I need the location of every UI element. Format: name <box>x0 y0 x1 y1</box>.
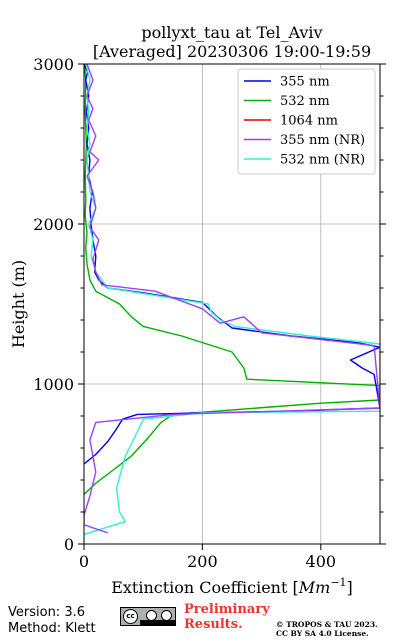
legend-label: 532 nm (NR) <box>280 153 365 168</box>
legend: 355 nm 532 nm 1064 nm 355 nm (NR) 532 nm (NR… <box>237 68 376 175</box>
method-text: Method: Klett <box>8 621 96 636</box>
y-axis: 0 1000 2000 3000 <box>33 55 386 554</box>
chart: 0 1000 2000 3000 0 200 400 pollyxt_tau at Tel… <box>9 23 386 597</box>
legend-label: 355 nm <box>280 75 330 90</box>
x-axis: 0 200 400 <box>79 544 336 571</box>
legend-label: 355 nm (NR) <box>280 133 365 148</box>
license-line-1: © TROPOS & TAU 2023. <box>276 620 378 629</box>
preliminary-results-note: Preliminary Results. <box>184 602 270 632</box>
cc-by-sa-icon: cc <box>120 607 176 626</box>
x-tick-label: 200 <box>187 552 218 571</box>
license-line-2: CC BY SA 4.0 License. <box>276 629 369 638</box>
x-tick-label: 400 <box>306 552 337 571</box>
series-line-532-nm <box>84 64 380 495</box>
chart-title: pollyxt_tau at Tel_Aviv <box>141 23 322 42</box>
x-axis-label: Extinction Coefficient [Mm−1] <box>111 576 353 597</box>
license-note: © TROPOS & TAU 2023. CC BY SA 4.0 Licens… <box>276 620 378 638</box>
y-tick-label: 1000 <box>33 375 74 394</box>
plot-frame <box>83 63 381 545</box>
cc-logo-icon: cc <box>123 609 138 624</box>
y-tick-label: 2000 <box>33 215 74 234</box>
series-line-532-nm-nr- <box>84 64 380 536</box>
y-tick-label: 3000 <box>33 55 74 74</box>
badge-strip <box>140 620 175 625</box>
series-lines <box>84 64 380 536</box>
legend-box <box>237 68 376 175</box>
legend-label: 532 nm <box>280 94 330 109</box>
preliminary-line-2: Results. <box>184 617 243 632</box>
y-tick-label: 0 <box>64 535 74 554</box>
preliminary-line-1: Preliminary <box>184 602 270 617</box>
chart-subtitle: [Averaged] 20230306 19:00-19:59 <box>93 42 371 61</box>
footer-info: Version: 3.6 Method: Klett <box>8 605 96 637</box>
x-tick-label: 0 <box>79 552 89 571</box>
version-text: Version: 3.6 <box>8 605 85 620</box>
legend-label: 1064 nm <box>280 114 338 129</box>
series-line-355-nm-nr- <box>84 64 380 534</box>
y-axis-label: Height (m) <box>9 260 28 348</box>
